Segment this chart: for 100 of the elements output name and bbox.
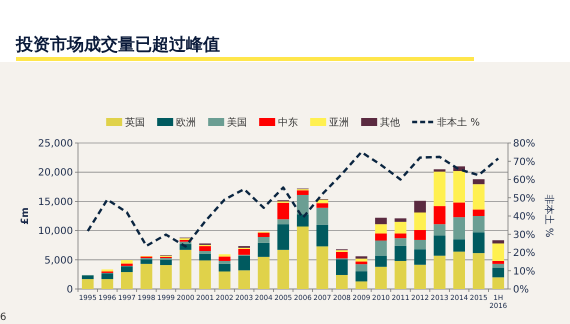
y-axis-title: £m xyxy=(20,207,31,225)
bar xyxy=(101,274,114,280)
bar xyxy=(453,202,465,218)
bar xyxy=(296,190,309,195)
bar xyxy=(434,224,446,236)
bar xyxy=(472,253,485,289)
bar xyxy=(140,259,152,264)
bar xyxy=(375,218,387,224)
bar xyxy=(394,218,406,222)
bar xyxy=(394,246,406,261)
bar xyxy=(238,270,250,289)
bar xyxy=(316,208,328,225)
y2-tick-label: 40% xyxy=(513,212,536,222)
bar xyxy=(356,258,368,262)
bar xyxy=(356,271,368,282)
legend-label: 中东 xyxy=(278,116,298,128)
bar xyxy=(414,200,426,212)
bar xyxy=(472,216,485,232)
bar xyxy=(394,234,406,238)
bar xyxy=(258,256,270,289)
bar xyxy=(492,264,504,268)
bar xyxy=(453,171,465,203)
bar xyxy=(414,212,426,230)
bar xyxy=(336,274,348,289)
bar xyxy=(82,279,94,289)
bar xyxy=(414,230,426,240)
bar xyxy=(453,217,465,240)
bar xyxy=(492,260,504,264)
bar xyxy=(472,232,485,254)
bar xyxy=(414,249,426,265)
y2-tick-label: 50% xyxy=(513,193,536,204)
legend-label: 非本土 % xyxy=(437,116,480,128)
bar xyxy=(434,236,446,256)
bar xyxy=(453,239,465,252)
bar xyxy=(394,238,406,246)
y2-tick-label: 30% xyxy=(513,230,536,241)
bar xyxy=(238,256,250,270)
bar xyxy=(82,276,94,280)
bar xyxy=(160,265,172,289)
y-tick-label: 5,000 xyxy=(44,255,73,266)
bar xyxy=(375,234,387,241)
y2-tick-label: 70% xyxy=(513,156,536,168)
bar xyxy=(356,264,368,272)
bar xyxy=(199,254,211,260)
y2-tick-label: 80% xyxy=(513,138,536,150)
bar xyxy=(218,271,230,289)
bar xyxy=(434,256,446,289)
bar xyxy=(218,264,230,272)
bar xyxy=(356,281,368,289)
bar xyxy=(492,277,504,289)
bar xyxy=(375,266,387,289)
bar xyxy=(218,256,230,261)
y-tick-label: 25,000 xyxy=(38,138,73,150)
bar xyxy=(160,260,172,266)
bar xyxy=(296,194,309,214)
bar xyxy=(316,203,328,208)
bar xyxy=(218,260,230,264)
bar xyxy=(434,206,446,224)
bar xyxy=(277,224,290,250)
bar xyxy=(434,172,446,206)
bar xyxy=(277,202,290,220)
bar xyxy=(180,250,192,289)
bar xyxy=(394,260,406,289)
bar xyxy=(199,246,211,252)
line-series xyxy=(86,150,500,248)
bar xyxy=(296,226,309,289)
bar xyxy=(277,219,290,224)
bar xyxy=(316,246,328,289)
bar xyxy=(356,262,368,264)
text: 6 xyxy=(0,312,6,323)
bar xyxy=(277,250,290,289)
chart-title: 投资市场成交量已超过峰值 xyxy=(15,35,220,55)
y2-axis-title: 非本土 % xyxy=(543,194,555,238)
bar xyxy=(121,272,133,289)
bar xyxy=(199,251,211,254)
bar xyxy=(316,224,328,246)
bar xyxy=(453,252,465,289)
bar xyxy=(238,248,250,255)
bar xyxy=(414,264,426,289)
bar xyxy=(140,264,152,289)
bar xyxy=(199,260,211,289)
bar xyxy=(121,260,133,264)
bar xyxy=(258,232,270,238)
bar xyxy=(375,256,387,267)
bar xyxy=(414,240,426,250)
bar xyxy=(258,237,270,243)
bar xyxy=(472,179,485,184)
y-tick-label: 20,000 xyxy=(38,168,73,179)
y-tick-label: 10,000 xyxy=(38,226,73,238)
legend-label: 其他 xyxy=(380,116,400,128)
legend-label: 欧洲 xyxy=(176,116,196,128)
bar xyxy=(375,224,387,234)
bar xyxy=(121,266,133,272)
bar xyxy=(101,279,114,289)
bar xyxy=(258,242,270,257)
y2-tick-label: 0% xyxy=(513,284,529,296)
legend-label: 英国 xyxy=(125,116,146,128)
legend-label: 亚洲 xyxy=(329,116,350,128)
bar xyxy=(472,210,485,216)
bar xyxy=(336,252,348,258)
